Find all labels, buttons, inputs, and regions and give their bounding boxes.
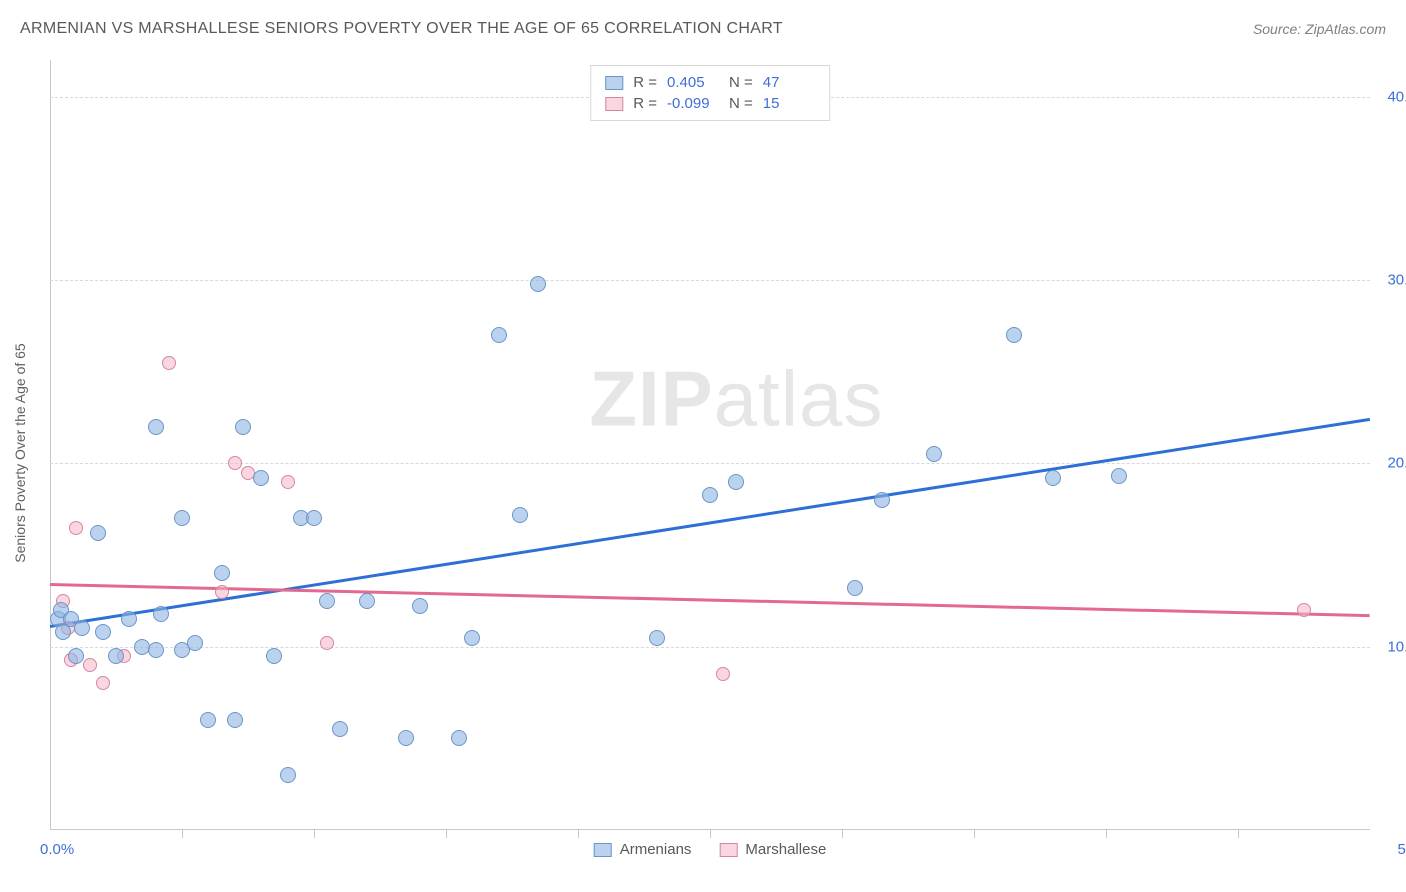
data-point: [281, 475, 295, 489]
data-point: [319, 593, 335, 609]
data-point: [121, 611, 137, 627]
data-point: [227, 712, 243, 728]
swatch-marshallese-icon: [605, 97, 623, 111]
data-point: [359, 593, 375, 609]
data-point: [90, 525, 106, 541]
legend-swatch-armenians-icon: [594, 843, 612, 857]
legend-label: Marshallese: [745, 841, 826, 858]
data-point: [702, 487, 718, 503]
y-tick-label: 30.0%: [1387, 272, 1406, 289]
data-point: [280, 767, 296, 783]
y-tick-label: 40.0%: [1387, 88, 1406, 105]
header: ARMENIAN VS MARSHALLESE SENIORS POVERTY …: [20, 20, 1386, 38]
legend-item-marshallese: Marshallese: [719, 841, 826, 858]
grid-line: [50, 280, 1370, 281]
data-point: [83, 658, 97, 672]
x-axis-label-min: 0.0%: [40, 841, 74, 858]
data-point: [162, 356, 176, 370]
x-tick: [314, 830, 315, 838]
data-point: [512, 507, 528, 523]
data-point: [95, 624, 111, 640]
data-point: [398, 730, 414, 746]
swatch-armenians-icon: [605, 76, 623, 90]
x-tick: [446, 830, 447, 838]
y-tick-label: 10.0%: [1387, 638, 1406, 655]
data-point: [451, 730, 467, 746]
data-point: [649, 630, 665, 646]
data-point: [148, 642, 164, 658]
data-point: [491, 327, 507, 343]
data-point: [412, 598, 428, 614]
data-point: [306, 510, 322, 526]
data-point: [716, 667, 730, 681]
data-point: [215, 585, 229, 599]
data-point: [464, 630, 480, 646]
data-point: [74, 620, 90, 636]
legend-label: Armenians: [620, 841, 692, 858]
stats-row-armenians: R = 0.405 N = 47: [605, 72, 815, 93]
data-point: [148, 419, 164, 435]
grid-line: [50, 647, 1370, 648]
data-point: [68, 648, 84, 664]
chart-title: ARMENIAN VS MARSHALLESE SENIORS POVERTY …: [20, 20, 783, 38]
legend-swatch-marshallese-icon: [719, 843, 737, 857]
data-point: [1111, 468, 1127, 484]
data-point: [926, 446, 942, 462]
x-tick: [1106, 830, 1107, 838]
data-point: [108, 648, 124, 664]
data-point: [228, 456, 242, 470]
data-point: [187, 635, 203, 651]
x-axis-label-max: 50.0%: [1397, 841, 1406, 858]
y-axis-line: [50, 60, 51, 830]
data-point: [96, 676, 110, 690]
data-point: [847, 580, 863, 596]
plot-region: ZIPatlas 10.0%20.0%30.0%40.0%: [50, 60, 1370, 830]
data-point: [214, 565, 230, 581]
series-legend: Armenians Marshallese: [594, 841, 827, 858]
data-point: [253, 470, 269, 486]
data-point: [69, 521, 83, 535]
y-tick-label: 20.0%: [1387, 455, 1406, 472]
chart-container: ARMENIAN VS MARSHALLESE SENIORS POVERTY …: [0, 0, 1406, 892]
stats-row-marshallese: R = -0.099 N = 15: [605, 93, 815, 114]
x-tick: [974, 830, 975, 838]
data-point: [174, 510, 190, 526]
x-tick: [578, 830, 579, 838]
data-point: [1297, 603, 1311, 617]
y-axis-label: Seniors Poverty Over the Age of 65: [12, 343, 28, 562]
data-point: [235, 419, 251, 435]
legend-item-armenians: Armenians: [594, 841, 692, 858]
data-point: [1045, 470, 1061, 486]
x-tick: [182, 830, 183, 838]
x-tick: [1238, 830, 1239, 838]
data-point: [320, 636, 334, 650]
data-point: [1006, 327, 1022, 343]
data-point: [266, 648, 282, 664]
watermark: ZIPatlas: [589, 353, 883, 444]
data-point: [200, 712, 216, 728]
grid-line: [50, 463, 1370, 464]
trend-line-b: [50, 583, 1370, 617]
data-point: [332, 721, 348, 737]
data-point: [530, 276, 546, 292]
correlation-stats-box: R = 0.405 N = 47 R = -0.099 N = 15: [590, 65, 830, 121]
trend-line-a: [50, 418, 1370, 628]
x-tick: [710, 830, 711, 838]
x-tick: [842, 830, 843, 838]
source-label: Source: ZipAtlas.com: [1253, 21, 1386, 37]
data-point: [728, 474, 744, 490]
data-point: [874, 492, 890, 508]
data-point: [153, 606, 169, 622]
chart-area: Seniors Poverty Over the Age of 65 ZIPat…: [50, 60, 1370, 830]
